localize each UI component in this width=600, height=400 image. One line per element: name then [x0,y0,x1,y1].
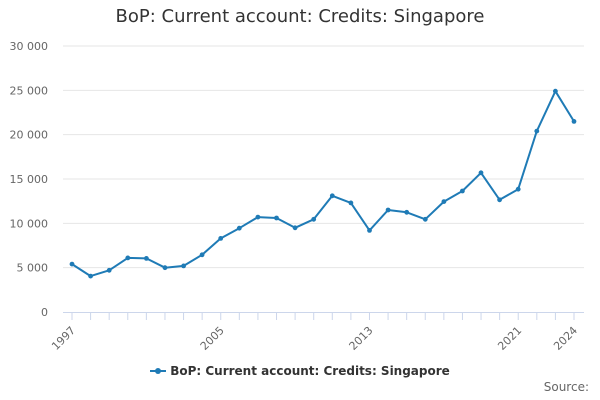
data-point [181,263,187,269]
legend[interactable]: BoP: Current account: Credits: Singapore [0,364,600,378]
series-group [69,88,577,279]
chart-title: BoP: Current account: Credits: Singapore [115,6,485,27]
data-point [571,119,577,124]
data-point [329,193,335,199]
data-point [515,186,521,192]
data-point [460,188,465,194]
legend-swatch [150,367,167,374]
data-point [274,215,279,221]
y-axis-tick-labels: 0 5 000 10 000 15 000 20 000 25 000 30 000 [10,40,49,319]
x-tick-label: 1997 [49,324,78,353]
data-point [255,214,261,220]
data-point [497,197,502,203]
data-point [236,225,242,231]
data-point [385,207,391,213]
data-point [218,236,224,241]
x-axis-tick-labels: 1997 2005 2013 2021 2024 [49,324,580,353]
data-point [199,252,205,258]
data-point [478,170,484,176]
y-tick-label: 25 000 [10,84,49,97]
data-point [69,261,75,267]
x-tick-label: 2013 [347,324,376,353]
x-tick-label: 2021 [495,324,524,353]
chart-credits[interactable]: Source: [543,380,589,394]
data-point [292,225,298,231]
data-point [144,256,149,261]
y-tick-label: 15 000 [10,173,49,186]
data-point [422,216,428,222]
x-tick-label: 2024 [551,324,580,353]
data-point [441,199,447,205]
legend-marker [155,367,162,374]
y-tick-label: 20 000 [10,129,49,142]
data-point [348,200,354,206]
data-point [367,228,372,233]
y-tick-label: 30 000 [10,40,49,53]
data-point [553,88,558,94]
legend-label: BoP: Current account: Credits: Singapore [170,364,450,378]
x-tick-label: 2005 [198,324,227,353]
y-tick-label: 5 000 [17,262,49,275]
gridlines [63,45,584,269]
y-tick-label: 0 [41,306,48,319]
data-point [534,128,540,134]
data-point [311,216,317,222]
data-point [404,209,410,215]
data-point [162,265,168,271]
series-line [71,90,575,278]
data-point [106,267,112,273]
data-point [125,255,131,261]
data-point [88,273,93,279]
x-axis [63,312,584,320]
y-tick-label: 10 000 [10,217,49,230]
